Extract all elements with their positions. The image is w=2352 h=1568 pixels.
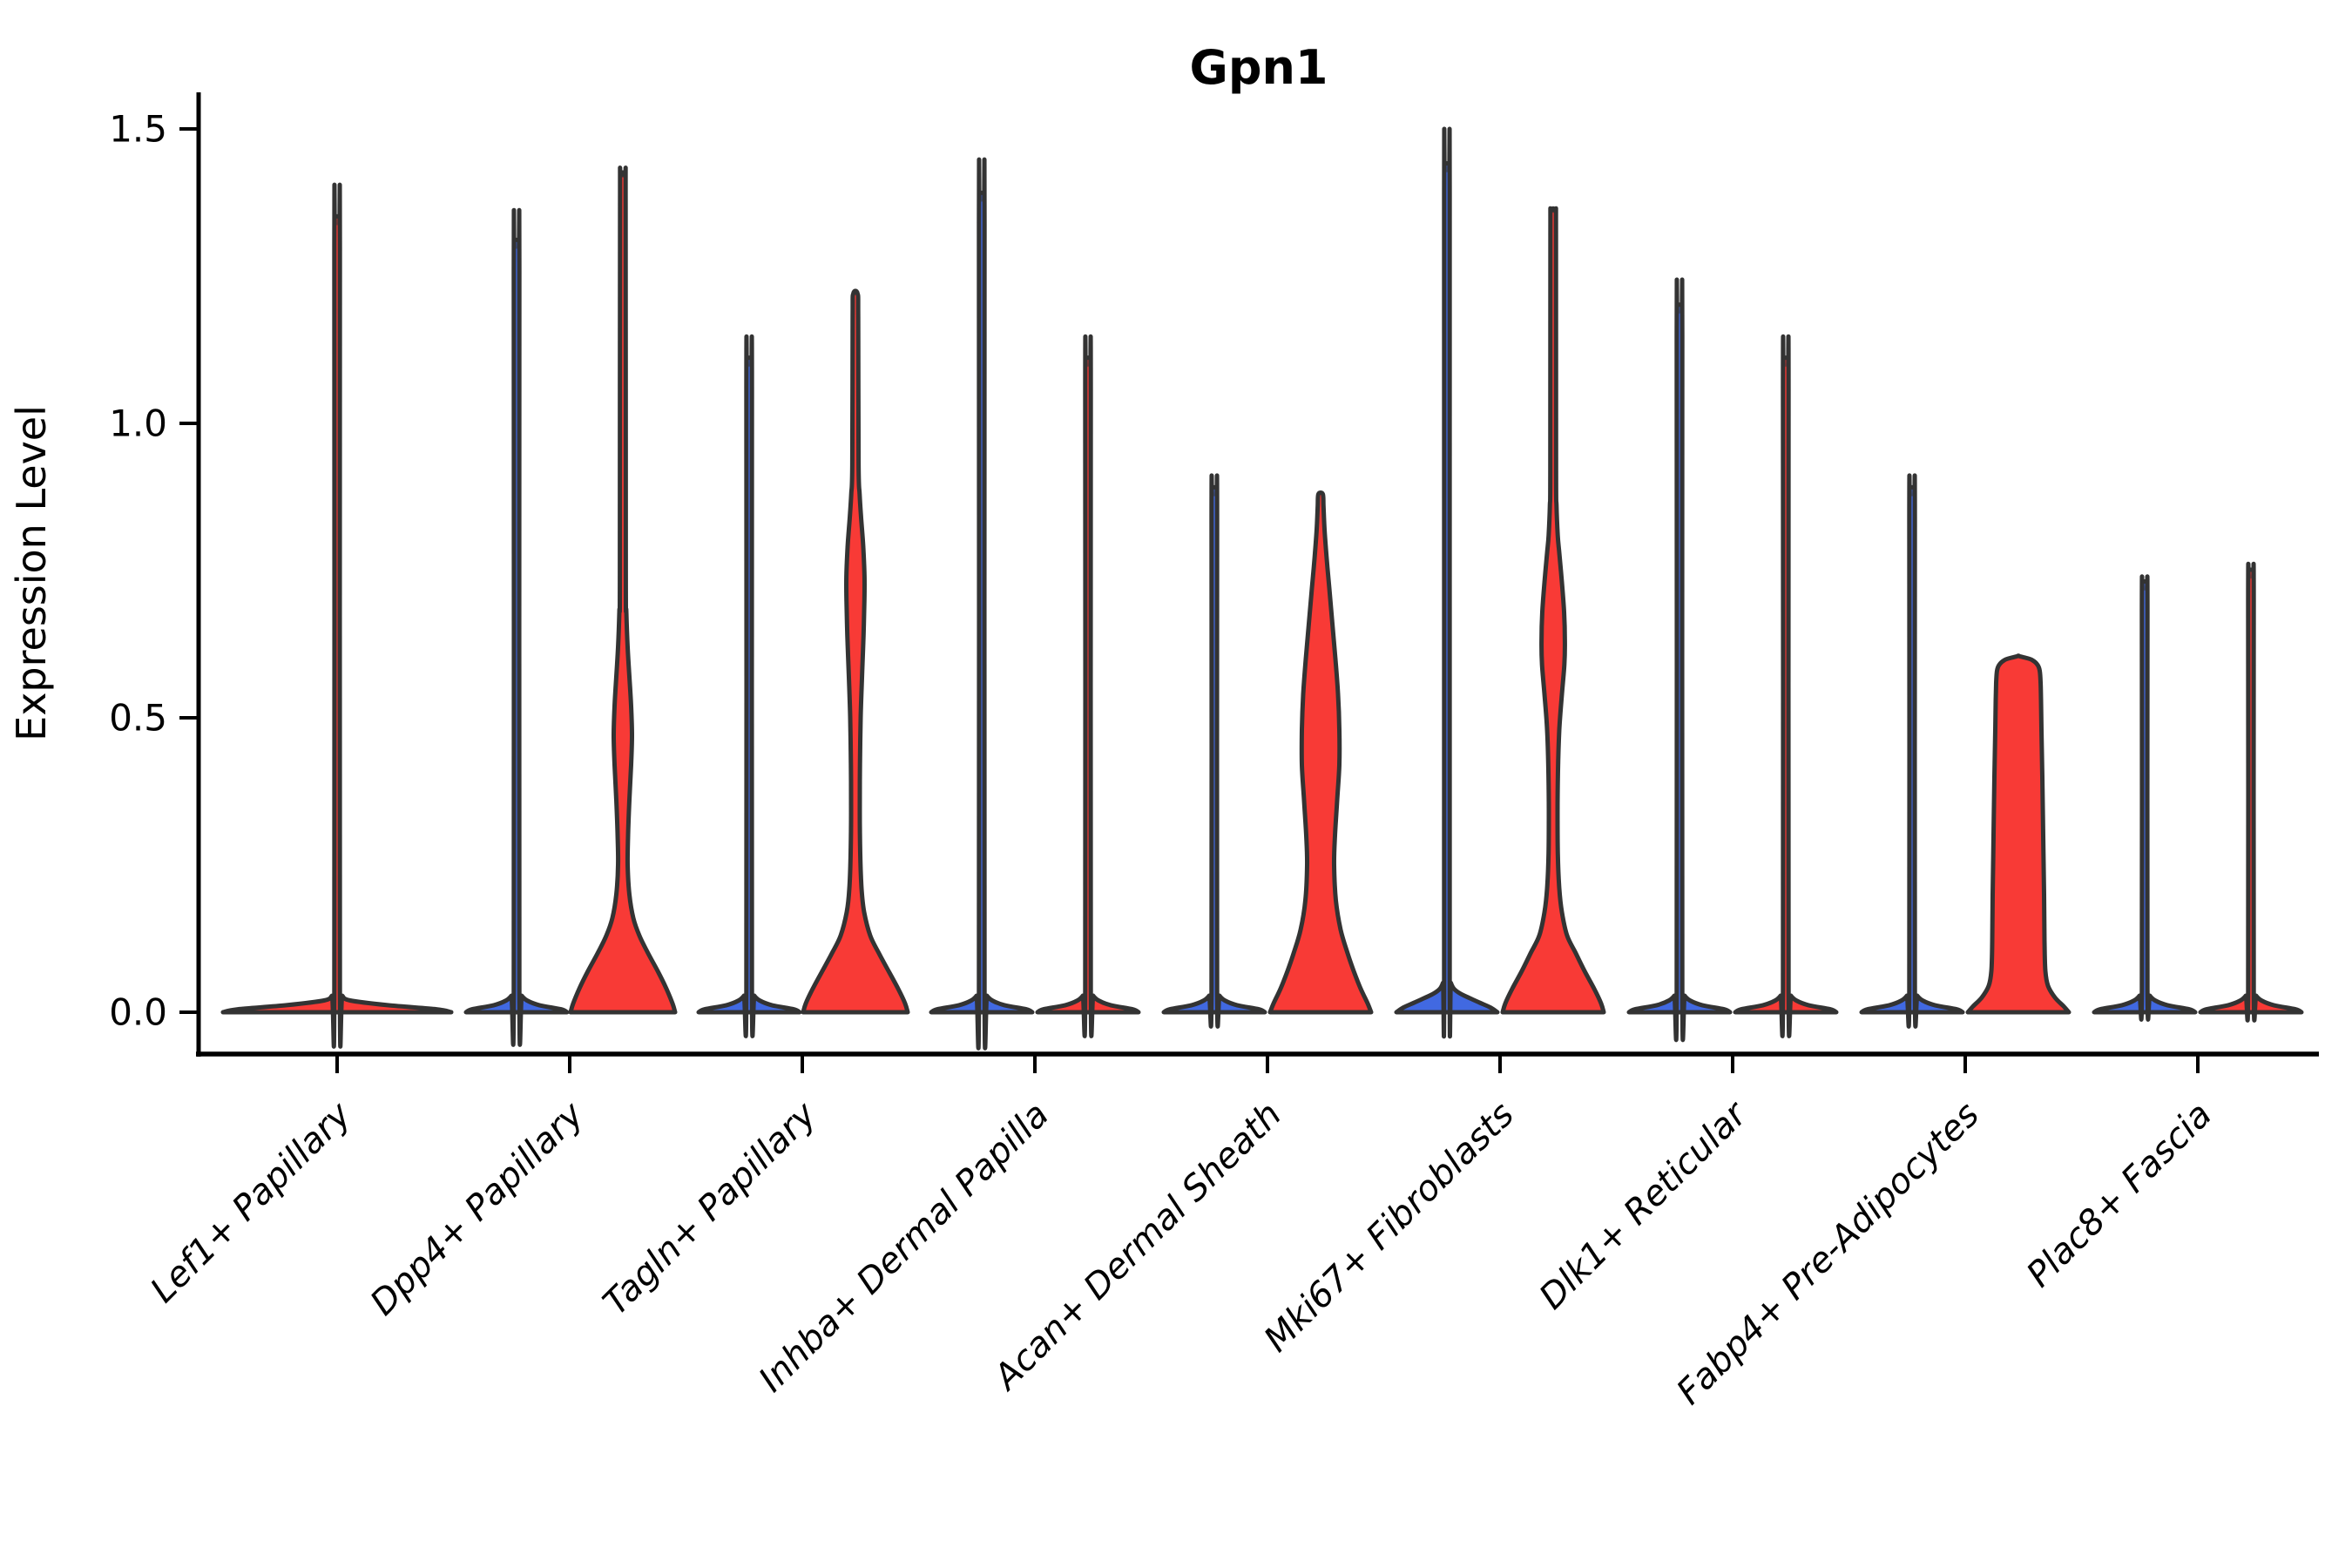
violin-7-right — [1733, 334, 1839, 1038]
violin-4-right — [1035, 334, 1141, 1038]
violin-8-left — [1859, 473, 1965, 1029]
violin-5-right — [1267, 490, 1374, 1015]
violin-2-right — [568, 166, 678, 1015]
chart-title: Gpn1 — [1190, 40, 1328, 95]
violin-6-right — [1500, 206, 1606, 1015]
violin-9-right — [2198, 561, 2304, 1023]
y-tick-label: 1.5 — [109, 108, 167, 151]
y-tick-label: 0.0 — [109, 991, 167, 1034]
y-axis-label: Expression Level — [8, 405, 55, 741]
violin-7-left — [1626, 277, 1733, 1042]
violin-9-left — [2092, 574, 2198, 1022]
violin-3-right — [801, 288, 910, 1015]
y-tick-label: 0.5 — [109, 697, 167, 740]
violin-2-left — [463, 207, 570, 1047]
violin-6-left — [1394, 126, 1500, 1039]
violin-5-left — [1161, 473, 1267, 1029]
violin-3-left — [696, 334, 802, 1038]
y-tick-label: 1.0 — [109, 402, 167, 445]
violin-1-single — [220, 182, 454, 1049]
violin-8-right — [1965, 653, 2072, 1015]
violin-4-left — [929, 157, 1035, 1051]
